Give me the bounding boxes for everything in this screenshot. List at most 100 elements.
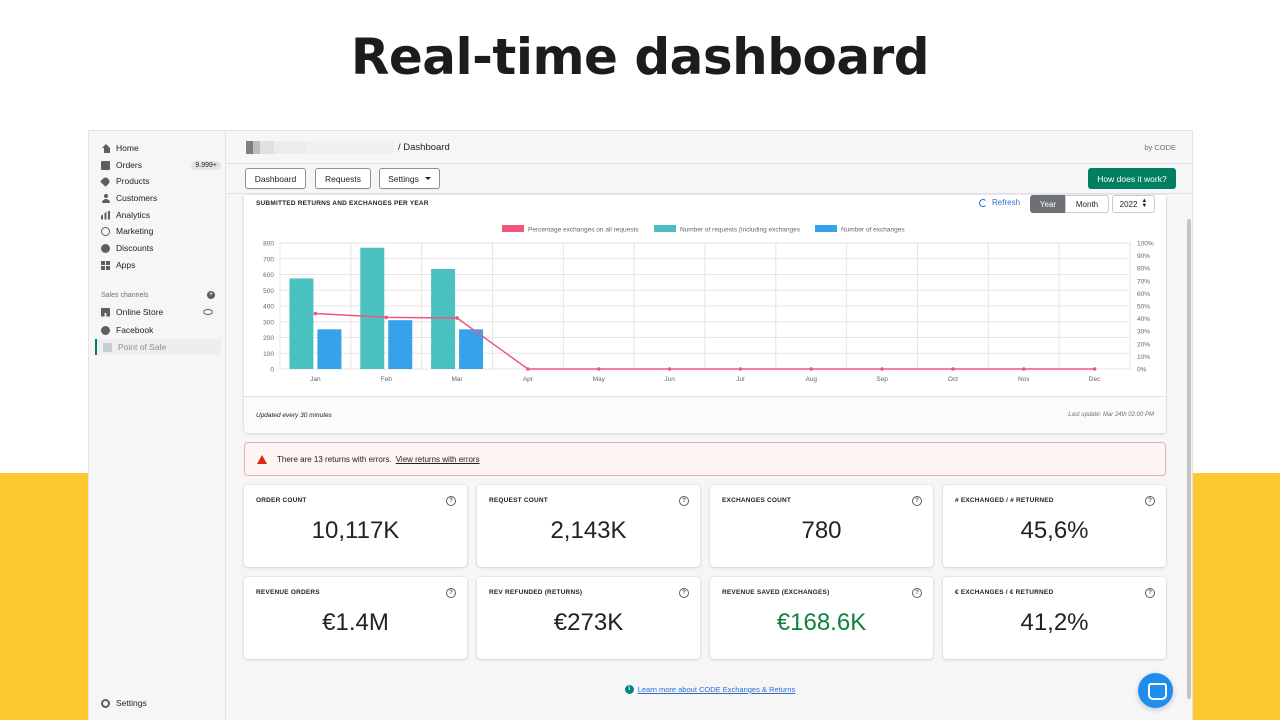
toolbar: Dashboard Requests Settings How does it … [226, 164, 1192, 194]
refresh-button[interactable]: Refresh [979, 198, 1020, 207]
help-icon[interactable]: ? [912, 588, 922, 598]
home-icon [101, 143, 110, 153]
sidebar-item-products[interactable]: Products [95, 173, 221, 189]
period-year-tab[interactable]: Year [1030, 195, 1066, 213]
facebook-icon [101, 325, 110, 335]
x-tick-label: Dec [1089, 376, 1101, 383]
warning-icon [257, 454, 267, 464]
line-point [313, 311, 318, 316]
y2-tick-label: 90% [1137, 253, 1150, 260]
sidebar-item-apps[interactable]: Apps [95, 257, 221, 273]
sidebar-item-facebook[interactable]: Facebook [95, 322, 221, 338]
line-point [880, 367, 884, 371]
stat-label: REV REFUNDED (RETURNS) [489, 589, 583, 596]
sidebar-item-analytics[interactable]: Analytics [95, 207, 221, 223]
orders-count-badge: 9.999+ [191, 160, 221, 170]
stat-label: € EXCHANGES / € RETURNED [955, 589, 1054, 596]
help-icon[interactable]: ? [679, 588, 689, 598]
bar-chart-icon [101, 210, 110, 220]
apps-icon [101, 260, 110, 270]
x-tick-label: Feb [381, 376, 393, 383]
help-icon[interactable]: ? [1145, 496, 1155, 506]
tag-icon [100, 175, 111, 187]
target-icon [101, 226, 110, 236]
refresh-label: Refresh [992, 198, 1021, 207]
stat-card: € EXCHANGES / € RETURNED? 41,2% [943, 577, 1166, 659]
help-icon[interactable]: ? [912, 496, 922, 506]
caret-down-icon [424, 177, 431, 180]
x-tick-label: Oct [948, 376, 958, 383]
x-tick-label: Jul [736, 376, 745, 383]
y-tick-label: 100 [263, 351, 274, 358]
dashboard-button[interactable]: Dashboard [245, 168, 306, 189]
gear-icon [101, 698, 110, 708]
line-point [526, 367, 530, 371]
stat-card: REQUEST COUNT? 2,143K [477, 485, 700, 567]
legend-label: Percentage exchanges on all requests [528, 227, 639, 234]
add-channel-icon[interactable]: + [207, 291, 215, 299]
eye-icon[interactable] [203, 309, 213, 315]
y2-tick-label: 70% [1137, 278, 1150, 285]
x-tick-label: Apr [523, 376, 534, 383]
settings-label: Settings [388, 173, 419, 184]
main-content: SUBMITTED RETURNS AND EXCHANGES PER YEAR… [226, 195, 1192, 720]
how-does-it-work-button[interactable]: How does it work? [1088, 168, 1176, 189]
orders-icon [101, 160, 110, 170]
series-line [315, 312, 1095, 370]
stat-value: €1.4M [322, 609, 389, 636]
sidebar-item-home[interactable]: Home [95, 140, 221, 156]
store-name-redacted [246, 141, 394, 154]
x-tick-label: May [593, 376, 606, 383]
y-tick-label: 300 [263, 319, 274, 326]
sidebar-item-label: Customers [116, 193, 158, 203]
info-icon: i [624, 685, 634, 694]
learn-more-link[interactable]: i Learn more about CODE Exchanges & Retu… [226, 685, 1192, 694]
year-select-value: 2022 [1119, 199, 1138, 209]
chart-footer: Updated every 30 minutes Last update: Ma… [244, 396, 1166, 433]
chat-icon[interactable] [1138, 673, 1173, 708]
sidebar-item-label: Discounts [116, 243, 154, 253]
sidebar-item-online-store[interactable]: Online Store [95, 304, 221, 320]
sidebar-item-marketing[interactable]: Marketing [95, 223, 221, 239]
requests-button[interactable]: Requests [315, 168, 371, 189]
period-month-tab[interactable]: Month [1065, 195, 1109, 213]
sidebar-item-settings[interactable]: Settings [95, 695, 221, 711]
refresh-icon [979, 198, 987, 207]
chart-title: SUBMITTED RETURNS AND EXCHANGES PER YEAR [256, 200, 429, 207]
y2-tick-label: 50% [1137, 304, 1150, 311]
help-icon[interactable]: ? [446, 588, 456, 598]
help-icon[interactable]: ? [446, 496, 456, 506]
learn-more-text: Learn more about CODE Exchanges & Return… [637, 685, 796, 694]
view-errors-link[interactable]: View returns with errors [395, 454, 480, 464]
returns-exchanges-chart: 0 100 200 300 400 500 600 700 800 0% 10% 20% 30% 40% 5… [263, 225, 1154, 383]
legend-label: Number of requests (including exchanges [680, 227, 801, 234]
update-frequency-note: Updated every 30 minutes [256, 412, 332, 419]
line-point [596, 367, 601, 371]
stat-card: REV REFUNDED (RETURNS)? €273K [477, 577, 700, 659]
stat-label: ORDER COUNT [256, 497, 307, 504]
help-icon[interactable]: ? [1145, 588, 1155, 598]
stat-label: REQUEST COUNT [489, 497, 548, 504]
year-select[interactable]: 2022 ▲ ▼ [1112, 195, 1155, 213]
stat-value: €273K [553, 609, 624, 636]
sidebar-item-orders[interactable]: Orders 9.999+ [95, 157, 221, 173]
app-byline: by CODE [1144, 143, 1176, 152]
line-point [951, 367, 955, 371]
sidebar-item-customers[interactable]: Customers [95, 190, 221, 206]
last-update-note: Last update: Mar 24th 02:00 PM [1068, 412, 1154, 418]
stat-label: REVENUE SAVED (EXCHANGES) [722, 589, 830, 596]
stat-value: 2,143K [550, 517, 627, 544]
x-tick-label: Mar [451, 376, 463, 383]
stat-value: 780 [801, 517, 842, 544]
sidebar-item-point-of-sale[interactable]: Point of Sale [95, 339, 221, 355]
bar [459, 329, 484, 369]
settings-dropdown[interactable]: Settings [379, 168, 440, 189]
select-arrows-icon: ▲ ▼ [1141, 198, 1148, 209]
x-tick-label: Sep [876, 376, 888, 383]
y-tick-label: 200 [263, 335, 274, 342]
help-icon[interactable]: ? [679, 496, 689, 506]
stat-card: EXCHANGES COUNT? 780 [710, 485, 933, 567]
scrollbar[interactable] [1187, 219, 1191, 699]
stat-card: REVENUE ORDERS? €1.4M [244, 577, 467, 659]
sidebar-item-discounts[interactable]: Discounts [95, 240, 221, 256]
